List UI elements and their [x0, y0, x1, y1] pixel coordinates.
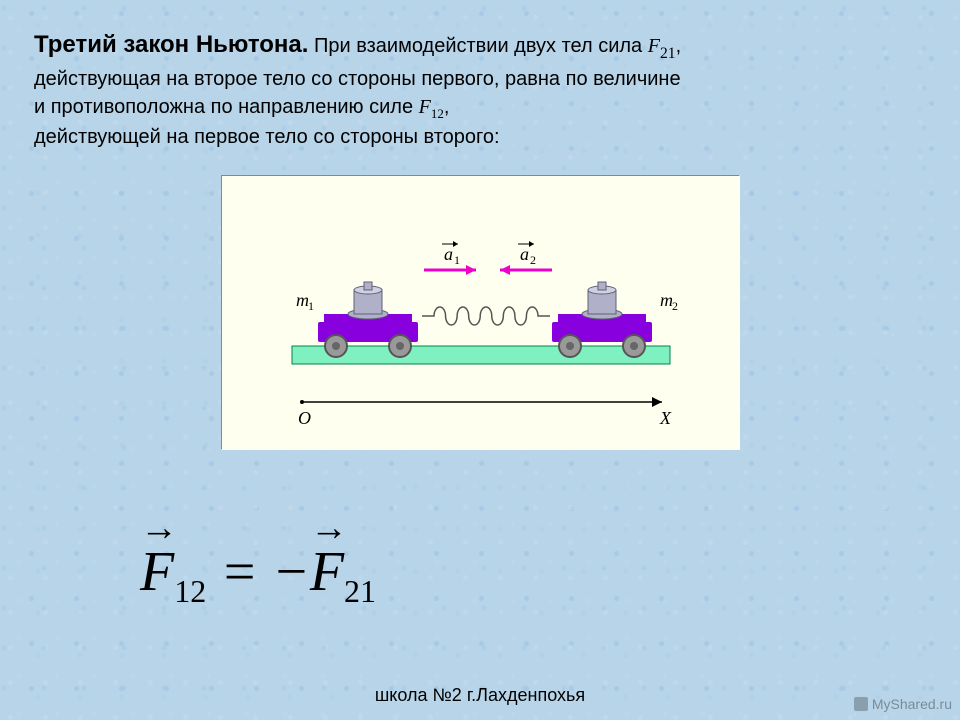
- diagram-panel: OXm1m2a1a2: [221, 175, 739, 449]
- svg-text:2: 2: [530, 253, 536, 267]
- title-l3-end: ,: [444, 96, 450, 118]
- formula-F-1: F: [140, 541, 174, 603]
- title-f12-sub: 12: [431, 106, 444, 121]
- watermark-icon: [854, 697, 868, 711]
- svg-text:2: 2: [672, 299, 678, 313]
- title-l3a: и противоположна по направлению силе: [34, 96, 419, 118]
- watermark-text: MySharеd.ru: [872, 696, 952, 712]
- title-f21-sub: 21: [660, 45, 676, 62]
- title-line-3: и противоположна по направлению силе F12…: [34, 93, 926, 123]
- title-l1-end: ,: [676, 35, 682, 57]
- formula: → F 12 = − → F 21: [140, 540, 376, 610]
- formula-sub21: 21: [344, 573, 376, 609]
- title-block: Третий закон Ньютона. При взаимодействии…: [34, 28, 926, 151]
- svg-text:O: O: [298, 408, 311, 428]
- svg-text:1: 1: [454, 253, 460, 267]
- diagram-svg: OXm1m2a1a2: [222, 176, 740, 450]
- formula-F-2: F: [310, 541, 344, 603]
- title-cont: При взаимодействии двух тел сила: [308, 35, 647, 57]
- title-line-4: действующей на первое тело со стороны вт…: [34, 123, 926, 151]
- svg-text:1: 1: [308, 299, 314, 313]
- title-bold: Третий закон Ньютона.: [34, 31, 308, 58]
- svg-text:a: a: [520, 244, 529, 264]
- formula-f12: → F: [140, 540, 174, 604]
- svg-text:X: X: [659, 408, 672, 428]
- title-line-1: Третий закон Ньютона. При взаимодействии…: [34, 28, 926, 65]
- footer-text: школа №2 г.Лахденпохья: [0, 685, 960, 706]
- watermark: MySharеd.ru: [854, 696, 952, 712]
- formula-sub12: 12: [174, 573, 206, 609]
- svg-text:a: a: [444, 244, 453, 264]
- formula-neg: −: [272, 541, 310, 603]
- title-line-2: действующая на второе тело со стороны пе…: [34, 65, 926, 93]
- title-f21-sym: F: [648, 35, 660, 57]
- formula-f21: → F: [310, 540, 344, 604]
- title-f12-sym: F: [419, 96, 431, 118]
- slide-content: Третий закон Ньютона. При взаимодействии…: [0, 0, 960, 477]
- formula-eq: =: [206, 541, 272, 603]
